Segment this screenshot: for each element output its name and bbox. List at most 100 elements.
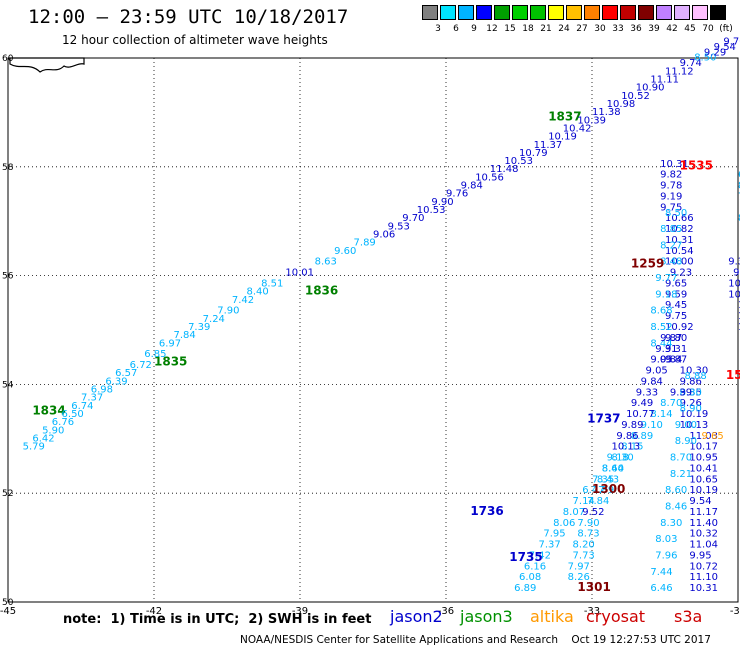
color-scale-swatch bbox=[656, 5, 672, 20]
swh-value-label: 10.26 bbox=[738, 322, 740, 333]
swh-value-label: 10.19 bbox=[680, 409, 709, 420]
pass-time-label: 1259 bbox=[631, 256, 664, 270]
swh-value-label: 10.82 bbox=[665, 224, 694, 235]
color-scale-swatch bbox=[530, 5, 546, 20]
swh-value-label: 7.97 bbox=[568, 561, 590, 572]
color-scale-swatch bbox=[440, 5, 456, 20]
swh-value-label: 10.77 bbox=[626, 409, 655, 420]
mission-label: jason3 bbox=[460, 607, 513, 626]
swh-value-label: 6.39 bbox=[105, 376, 127, 387]
swh-value-label: 10.41 bbox=[689, 463, 718, 474]
chart-subtitle: 12 hour collection of altimeter wave hei… bbox=[62, 33, 328, 47]
swh-value-label: 9.49 bbox=[631, 398, 653, 409]
swh-value-label: 6.42 bbox=[32, 434, 54, 445]
swh-value-label: 8.06 bbox=[553, 518, 575, 529]
swh-value-label: 9.10 bbox=[641, 420, 663, 431]
y-tick-label: 50 bbox=[2, 598, 14, 608]
swh-value-label: 7.90 bbox=[577, 518, 599, 529]
swh-value-label: 11.11 bbox=[650, 74, 679, 85]
pass-time-label: 1835 bbox=[154, 354, 187, 368]
swh-value-label: 7.39 bbox=[188, 322, 210, 333]
y-tick-label: 52 bbox=[2, 489, 13, 499]
pass-time-label: 1301 bbox=[577, 580, 610, 594]
swh-value-label: 8.43 bbox=[597, 474, 619, 485]
color-scale-swatch bbox=[476, 5, 492, 20]
swh-value-label: 8.20 bbox=[573, 540, 595, 551]
swh-value-label: 9.75 bbox=[660, 202, 682, 213]
swh-value-label: 10.31 bbox=[660, 159, 689, 170]
swh-value-label: 5.79 bbox=[23, 442, 45, 453]
swh-value-label: 9.65 bbox=[665, 278, 687, 289]
swh-value-label: 10.72 bbox=[689, 561, 718, 572]
swh-value-label: 6.72 bbox=[130, 360, 152, 371]
swh-value-label: 9.75 bbox=[665, 311, 687, 322]
swh-value-label: 6.16 bbox=[524, 561, 546, 572]
color-scale-label: 9 bbox=[471, 24, 477, 34]
swh-value-label: 8.40 bbox=[246, 287, 268, 298]
swh-value-label: 8.03 bbox=[655, 534, 677, 545]
footer-note: note: 1) Time is in UTC; 2) SWH is in fe… bbox=[63, 612, 372, 627]
color-scale-label: 27 bbox=[576, 24, 588, 34]
color-scale-swatch bbox=[548, 5, 564, 20]
coastline-shape bbox=[9, 57, 85, 73]
swh-value-label: 9.86 bbox=[680, 376, 702, 387]
swh-value-label: 9.39 bbox=[670, 387, 692, 398]
swh-value-label: 9.53 bbox=[388, 221, 410, 232]
color-scale-swatch bbox=[458, 5, 474, 20]
color-scale-swatch bbox=[602, 5, 618, 20]
plot-frame bbox=[7, 57, 739, 603]
swh-value-label: 9.76 bbox=[446, 189, 468, 200]
swh-value-label: 7.96 bbox=[655, 550, 677, 561]
swh-value-label: 10.53 bbox=[417, 205, 446, 216]
swh-value-label: 6.98 bbox=[91, 385, 113, 396]
swh-value-label: 9.87 bbox=[665, 355, 687, 366]
pass-time-label: 9.65 bbox=[702, 431, 724, 442]
swh-value-label: 10.95 bbox=[689, 453, 718, 464]
color-scale-label: 3 bbox=[435, 24, 441, 34]
swh-value-label: 8.50 bbox=[665, 208, 687, 219]
swh-value-label: 9.86 bbox=[616, 431, 638, 442]
swh-value-label: 9.05 bbox=[650, 355, 672, 366]
swh-value-label: 9.90 bbox=[431, 197, 453, 208]
pass-time-label: 1535 bbox=[680, 159, 713, 173]
swh-value-label: 10.65 bbox=[689, 474, 718, 485]
swh-value-label: 9.80 bbox=[665, 333, 687, 344]
color-scale-label: 18 bbox=[522, 24, 534, 34]
swh-value-label: 9.95 bbox=[689, 550, 711, 561]
x-tick-label: -36 bbox=[438, 606, 454, 617]
swh-value-label: 6.97 bbox=[159, 338, 181, 349]
swh-value-label: 10.39 bbox=[577, 115, 606, 126]
swh-value-label: 10.52 bbox=[621, 91, 650, 102]
swh-value-label: 9.19 bbox=[660, 191, 682, 202]
swh-value-label: 7.44 bbox=[650, 567, 672, 578]
swh-value-label: 7.42 bbox=[529, 550, 551, 561]
color-scale-label: 39 bbox=[648, 24, 660, 34]
swh-value-label: 11.37 bbox=[534, 140, 563, 151]
swh-value-label: 8.89 bbox=[631, 431, 653, 442]
swh-value-label: 8.26 bbox=[568, 572, 590, 583]
swh-value-label: 8.21 bbox=[670, 469, 692, 480]
color-scale-label: 6 bbox=[453, 24, 459, 34]
swh-value-label: 7.42 bbox=[232, 295, 254, 306]
swh-value-label: 6.89 bbox=[514, 583, 536, 594]
x-tick-label: -42 bbox=[146, 606, 162, 617]
color-scale-label: 45 bbox=[684, 24, 696, 34]
swh-value-label: 8.44 bbox=[650, 338, 672, 349]
swh-value-label: 9.26 bbox=[680, 398, 702, 409]
swh-value-label: 9.82 bbox=[660, 170, 682, 181]
swh-value-label: 7.33 bbox=[738, 191, 740, 202]
swh-value-label: 7.89 bbox=[354, 238, 376, 249]
swh-value-label: 7.35 bbox=[592, 474, 614, 485]
swh-value-label: 7.90 bbox=[217, 306, 239, 317]
swh-value-label: 11.12 bbox=[665, 66, 694, 77]
swh-value-label: 6.76 bbox=[52, 417, 74, 428]
swh-value-label: 7.14 bbox=[573, 496, 595, 507]
swh-value-label: 8.31 bbox=[738, 181, 740, 192]
swh-value-label: 8.63 bbox=[315, 257, 337, 268]
color-scale-swatch bbox=[584, 5, 600, 20]
chart-title: 12:00 — 23:59 UTC 10/18/2017 bbox=[28, 6, 349, 28]
swh-value-label: 10.32 bbox=[689, 529, 718, 540]
swh-value-label: 10.19 bbox=[548, 132, 577, 143]
swh-value-label: 6.08 bbox=[519, 572, 541, 583]
